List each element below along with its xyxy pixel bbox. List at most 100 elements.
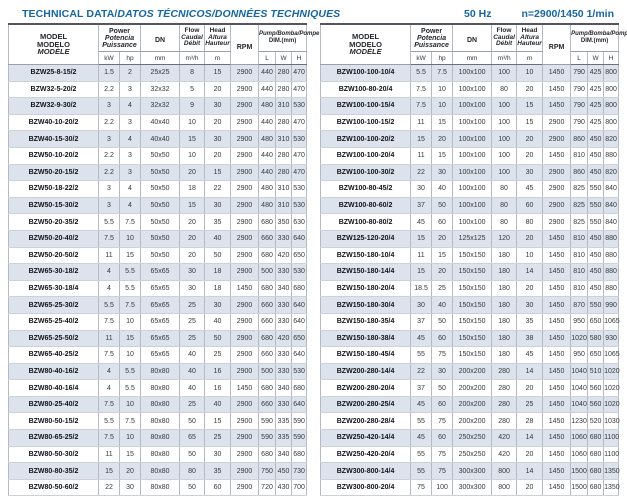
pump-spec-table-right: MODEL MODELO MODÈLE Power Potencia Puiss… xyxy=(320,23,627,497)
flow-cell: 8 xyxy=(179,64,206,82)
flow-cell: 10 xyxy=(179,113,206,132)
model-cell: BZW25-8-15/2 xyxy=(8,64,99,82)
dim-w-cell: 550 xyxy=(587,180,605,198)
dim-l-cell: 480 xyxy=(258,196,277,215)
dim-w-cell: 450 xyxy=(587,146,605,165)
dn-cell: 100x100 xyxy=(452,64,493,82)
model-cell: BZW100-100-10/4 xyxy=(320,64,412,82)
dim-header-title: Pump/Bomba/Pompe xyxy=(259,31,320,37)
dim-l-cell: 870 xyxy=(570,296,589,314)
kw-cell: 11 xyxy=(410,113,433,132)
table-row: BZW150-180-45/4 55 75 150x150 180 45 1450 950 65… xyxy=(320,346,620,364)
kw-cell: 3 xyxy=(98,180,120,198)
power-column-header: Power Potencia Puissance xyxy=(97,24,142,52)
flow-cell: 280 xyxy=(491,362,518,381)
dn-cell: 65x65 xyxy=(140,263,181,281)
table-row: BZW32-9-30/2 3 4 32x32 9 30 2900 480 310 530 xyxy=(8,97,308,115)
flow-unit-header: m³/h xyxy=(491,51,518,65)
table-row: BZW65-40-25/2 7.5 10 65x65 40 25 2900 660 330 640 xyxy=(8,346,308,364)
rpm-cell: 2900 xyxy=(230,213,260,231)
rpm-cell: 2900 xyxy=(230,412,260,431)
page-title-en: TECHNICAL DATA/ xyxy=(22,8,118,20)
table-row: BZW80-50-15/2 5.5 7.5 80x80 50 15 2900 590 335 59… xyxy=(8,412,308,431)
dim-header-sub: DIM.(mm) xyxy=(580,38,609,44)
dn-column-header: DN xyxy=(140,24,181,52)
kw-cell: 4 xyxy=(98,362,120,381)
hp-cell: 40 xyxy=(431,180,454,198)
table-row: BZW100-80-20/4 7.5 10 100x100 80 20 1450 790 425… xyxy=(320,80,620,99)
dim-w-cell: 650 xyxy=(587,312,605,331)
kw-cell: 7.5 xyxy=(98,395,120,414)
table-body: BZW25-8-15/2 1.5 2 25x25 8 15 2900 440 280 470 BZW… xyxy=(8,64,308,497)
dim-w-cell: 680 xyxy=(587,429,605,447)
dim-l-cell: 500 xyxy=(258,362,277,381)
dim-w-cell: 280 xyxy=(275,113,293,132)
page-header: TECHNICAL DATA/DATOS TÉCNICOS/DONNÉES TE… xyxy=(8,4,618,20)
dim-l-cell: 680 xyxy=(258,213,277,231)
flow-cell: 18 xyxy=(179,180,206,198)
hp-cell: 10 xyxy=(118,395,142,414)
hp-cell: 3 xyxy=(118,163,142,182)
hp-cell: 15 xyxy=(431,113,454,132)
model-cell: BZW80-50-60/2 xyxy=(8,478,99,497)
model-cell: BZW100-80-20/4 xyxy=(320,80,412,99)
flow-cell: 25 xyxy=(179,395,206,414)
table-row: BZW200-280-14/4 22 30 200x200 280 14 1450 1040 5… xyxy=(320,362,620,381)
kw-cell: 55 xyxy=(410,412,433,431)
dim-h-cell: 1020 xyxy=(603,362,620,381)
kw-cell: 7.5 xyxy=(410,80,433,99)
kw-cell: 55 xyxy=(410,462,433,480)
model-header-fr: MODÈLE xyxy=(37,47,70,57)
rpm-cell: 2900 xyxy=(230,80,260,99)
rpm-cell: 1450 xyxy=(542,80,572,99)
table-row: BZW100-100-20/4 11 15 100x100 100 20 1450 810 45… xyxy=(320,146,620,165)
model-cell: BZW300-800-14/4 xyxy=(320,462,412,480)
hp-cell: 5.5 xyxy=(118,362,142,381)
dim-l-cell: 680 xyxy=(258,329,277,348)
dn-cell: 100x100 xyxy=(452,80,493,99)
dim-l-cell: 950 xyxy=(570,346,589,364)
kw-cell: 22 xyxy=(410,163,433,182)
flow-cell: 180 xyxy=(491,329,518,348)
dim-l-cell: 660 xyxy=(258,395,277,414)
dim-w-cell: 350 xyxy=(275,213,293,231)
model-cell: BZW80-40-16/4 xyxy=(8,379,99,397)
kw-cell: 3 xyxy=(98,97,120,115)
head-cell: 80 xyxy=(516,213,544,231)
dn-cell: 300x300 xyxy=(452,462,493,480)
head-cell: 45 xyxy=(516,180,544,198)
model-cell: BZW300-800-20/4 xyxy=(320,478,412,497)
table-row: BZW100-80-45/2 30 40 100x100 80 45 2900 825 550 8… xyxy=(320,180,620,198)
hp-cell: 50 xyxy=(431,196,454,215)
head-cell: 35 xyxy=(516,312,544,331)
kw-cell: 4 xyxy=(98,263,120,281)
flow-cell: 180 xyxy=(491,279,518,298)
dn-cell: 40x40 xyxy=(140,130,181,148)
dim-l-cell: 825 xyxy=(570,213,589,231)
kw-cell: 7.5 xyxy=(410,97,433,115)
rpm-cell: 1450 xyxy=(542,478,572,497)
head-cell: 18 xyxy=(204,279,232,298)
rpm-cell: 1450 xyxy=(542,362,572,381)
rpm-cell: 2900 xyxy=(230,113,260,132)
model-cell: BZW80-40-16/2 xyxy=(8,362,99,381)
hp-cell: 10 xyxy=(118,229,142,248)
hp-cell: 15 xyxy=(431,246,454,265)
rpm-cell: 1450 xyxy=(542,64,572,82)
dim-h-cell: 1100 xyxy=(603,445,619,464)
rpm-cell: 2900 xyxy=(230,312,260,331)
model-cell: BZW50-20-35/2 xyxy=(8,213,99,231)
model-cell: BZW50-20-50/2 xyxy=(8,246,99,265)
table-row: BZW200-280-25/4 45 60 200x200 280 25 1450 1040 5… xyxy=(320,395,620,414)
table-row: BZW100-80-80/2 45 60 100x100 80 80 2900 825 550 8… xyxy=(320,213,620,231)
hp-cell: 75 xyxy=(431,412,454,431)
dim-l-cell: 790 xyxy=(570,97,589,115)
flow-cell: 100 xyxy=(491,163,518,182)
head-unit-header: m xyxy=(516,51,544,65)
kw-cell: 55 xyxy=(410,445,433,464)
dim-l-cell: 860 xyxy=(570,163,589,182)
dim-w-cell: 550 xyxy=(587,296,605,314)
head-cell: 30 xyxy=(204,296,232,314)
dim-w-cell: 680 xyxy=(587,478,605,497)
rpm-cell: 1450 xyxy=(542,379,572,397)
